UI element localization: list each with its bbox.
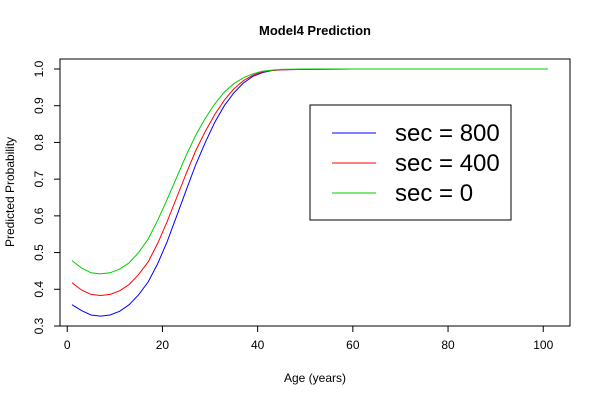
y-axis-label: Predicted Probability [3, 137, 17, 247]
x-tick-label: 80 [441, 338, 455, 352]
y-tick-label: 0.3 [32, 317, 46, 334]
series-line-2 [71, 68, 548, 275]
x-tick-label: 20 [156, 338, 170, 352]
y-tick-label: 0.6 [32, 207, 46, 224]
plot-frame [59, 58, 571, 327]
legend-label-2: sec = 0 [395, 180, 473, 207]
legend-label-1: sec = 400 [395, 150, 500, 177]
x-tick-label: 0 [64, 338, 71, 352]
legend-label-0: sec = 800 [395, 120, 500, 147]
y-axis: 0.3 0.4 0.5 0.6 0.7 0.8 0.9 1.0 [32, 60, 60, 334]
y-tick-label: 0.4 [32, 281, 46, 298]
y-tick-label: 0.5 [32, 244, 46, 261]
x-axis-label: Age (years) [284, 371, 346, 385]
x-axis: 0 20 40 60 80 100 [64, 326, 554, 352]
y-tick-label: 1.0 [32, 60, 46, 77]
series-layer [71, 68, 548, 317]
y-tick-label: 0.8 [32, 134, 46, 151]
x-tick-label: 60 [346, 338, 360, 352]
chart-title: Model4 Prediction [259, 23, 371, 38]
x-tick-label: 40 [251, 338, 265, 352]
x-tick-label: 100 [533, 338, 553, 352]
legend: sec = 800 sec = 400 sec = 0 [309, 104, 512, 221]
y-tick-label: 0.9 [32, 97, 46, 114]
y-tick-label: 0.7 [32, 170, 46, 187]
